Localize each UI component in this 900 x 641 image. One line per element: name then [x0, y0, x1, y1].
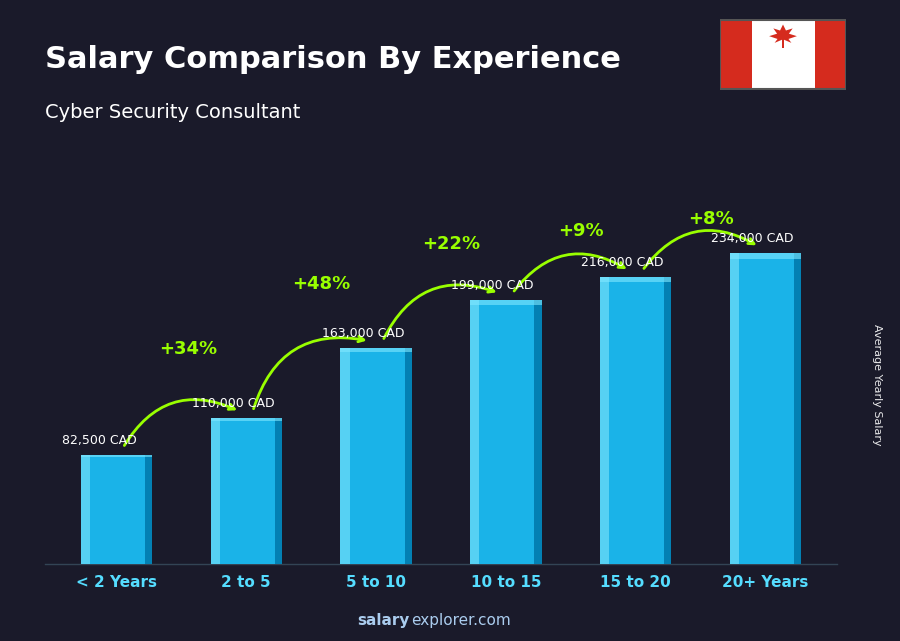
- Bar: [535, 300, 542, 564]
- Bar: [470, 300, 542, 304]
- Bar: [340, 347, 412, 564]
- Text: Salary Comparison By Experience: Salary Comparison By Experience: [45, 45, 621, 74]
- Bar: [600, 278, 671, 283]
- Polygon shape: [770, 24, 796, 43]
- Bar: [211, 418, 282, 420]
- Bar: [145, 454, 152, 564]
- Bar: [211, 418, 282, 564]
- Text: +48%: +48%: [292, 275, 351, 293]
- Bar: [730, 253, 801, 259]
- Bar: [720, 19, 751, 90]
- Bar: [405, 347, 412, 564]
- Bar: [600, 278, 609, 564]
- Text: +8%: +8%: [688, 210, 734, 228]
- Text: Cyber Security Consultant: Cyber Security Consultant: [45, 103, 301, 122]
- Bar: [664, 278, 671, 564]
- Text: 234,000 CAD: 234,000 CAD: [711, 233, 794, 246]
- Bar: [794, 253, 801, 564]
- Bar: [600, 278, 671, 564]
- Text: salary: salary: [357, 613, 410, 628]
- Text: 110,000 CAD: 110,000 CAD: [192, 397, 274, 410]
- Bar: [81, 454, 152, 564]
- Text: 82,500 CAD: 82,500 CAD: [62, 433, 137, 447]
- Bar: [81, 454, 90, 564]
- Text: Average Yearly Salary: Average Yearly Salary: [872, 324, 883, 445]
- Text: +9%: +9%: [558, 222, 604, 240]
- Bar: [340, 347, 412, 351]
- Bar: [274, 418, 282, 564]
- Text: 216,000 CAD: 216,000 CAD: [581, 256, 663, 269]
- Bar: [470, 300, 542, 564]
- Bar: [340, 347, 350, 564]
- Text: explorer.com: explorer.com: [411, 613, 511, 628]
- Text: +34%: +34%: [158, 340, 217, 358]
- Bar: [730, 253, 801, 564]
- Bar: [211, 418, 220, 564]
- Text: 163,000 CAD: 163,000 CAD: [321, 327, 404, 340]
- Bar: [470, 300, 480, 564]
- Bar: [814, 19, 846, 90]
- Bar: [730, 253, 739, 564]
- Text: +22%: +22%: [422, 235, 481, 253]
- Bar: [81, 454, 152, 456]
- Bar: [781, 39, 785, 48]
- Text: 199,000 CAD: 199,000 CAD: [452, 279, 534, 292]
